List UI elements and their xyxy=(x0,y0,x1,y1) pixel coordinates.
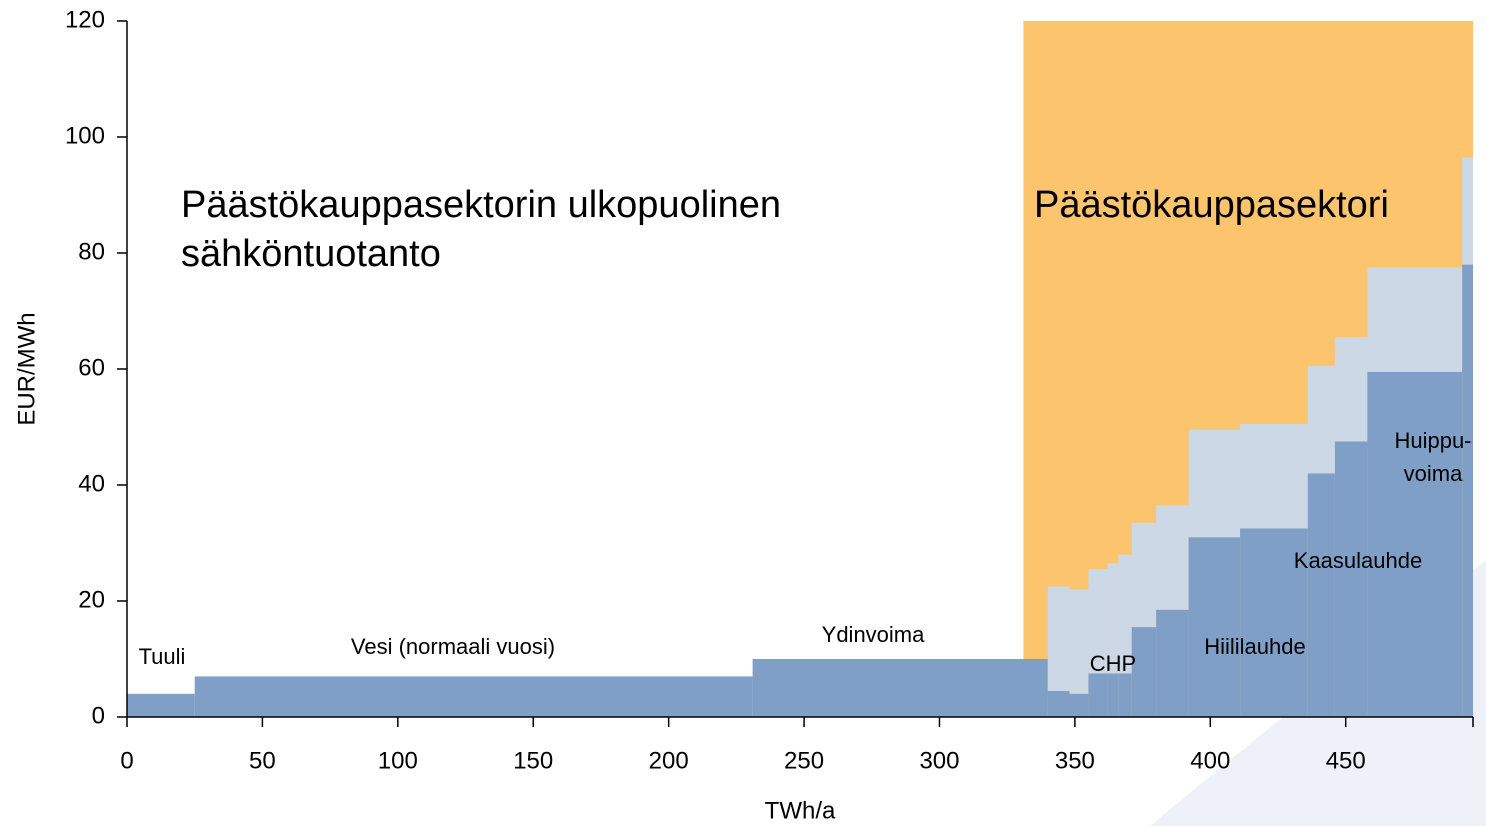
fuel-cost-bar xyxy=(1462,264,1473,717)
emission-cost-bar xyxy=(1088,569,1108,674)
emission-cost-bar xyxy=(1367,267,1463,372)
fuel-cost-bar xyxy=(1088,673,1108,717)
fuel-cost-bar xyxy=(1047,690,1070,717)
annotation: Huippu- xyxy=(1394,428,1471,453)
emission-cost-bar xyxy=(1307,366,1335,474)
emission-cost-bar xyxy=(1107,563,1119,674)
annotation: CHP xyxy=(1090,651,1136,676)
y-tick-label: 0 xyxy=(92,702,105,729)
annotation: Hiililauhde xyxy=(1204,634,1306,659)
x-tick-label: 400 xyxy=(1190,747,1230,774)
annotation: Ydinvoima xyxy=(822,622,925,647)
annotation: Kaasulauhde xyxy=(1294,548,1422,573)
emission-cost-bar xyxy=(1131,522,1157,628)
x-tick-label: 100 xyxy=(378,747,418,774)
fuel-cost-bar xyxy=(752,659,1048,717)
y-tick-label: 100 xyxy=(65,122,105,149)
y-axis-label: EUR/MWh xyxy=(13,312,40,425)
y-tick-label: 120 xyxy=(65,6,105,33)
emission-cost-bar xyxy=(1118,554,1132,674)
fuel-cost-bar xyxy=(1131,627,1157,717)
emission-cost-bar xyxy=(1188,429,1241,538)
fuel-cost-bar xyxy=(1240,528,1308,717)
emission-cost-bar xyxy=(1334,337,1368,442)
x-tick-label: 250 xyxy=(784,747,824,774)
sector-label: Päästökauppasektori xyxy=(1034,184,1389,226)
annotation: Tuuli xyxy=(139,644,186,669)
y-tick-label: 80 xyxy=(78,238,105,265)
x-tick-label: 0 xyxy=(120,747,133,774)
fuel-cost-bar xyxy=(1156,609,1189,717)
fuel-cost-bar xyxy=(1334,441,1368,717)
sector-label: Päästökauppasektorin ulkopuolinen xyxy=(181,184,781,226)
y-tick-label: 40 xyxy=(78,470,105,497)
emission-cost-bar xyxy=(1240,424,1308,529)
sector-label: sähköntuotanto xyxy=(181,233,441,275)
emission-cost-bar xyxy=(1462,157,1473,265)
annotation: Vesi (normaali vuosi) xyxy=(351,634,555,659)
fuel-cost-bar xyxy=(1107,673,1119,717)
x-tick-label: 200 xyxy=(649,747,689,774)
x-tick-label: 300 xyxy=(919,747,959,774)
x-tick-label: 50 xyxy=(249,747,276,774)
x-axis-label: TWh/a xyxy=(765,797,836,824)
fuel-cost-bar xyxy=(194,676,753,717)
fuel-cost-bar xyxy=(1069,693,1089,717)
fuel-cost-bar xyxy=(1118,673,1132,717)
fuel-cost-bar xyxy=(1367,371,1463,717)
emission-cost-bar xyxy=(1069,589,1089,694)
fuel-cost-bar xyxy=(1307,473,1335,717)
fuel-cost-bar xyxy=(127,693,195,717)
x-tick-label: 450 xyxy=(1326,747,1366,774)
x-tick-label: 350 xyxy=(1055,747,1095,774)
annotation: voima xyxy=(1404,461,1463,486)
y-tick-label: 60 xyxy=(78,354,105,381)
y-tick-label: 20 xyxy=(78,586,105,613)
fuel-cost-bar xyxy=(1188,537,1241,717)
emission-cost-bar xyxy=(1156,505,1189,610)
emission-cost-bar xyxy=(1047,586,1070,691)
x-tick-label: 150 xyxy=(513,747,553,774)
